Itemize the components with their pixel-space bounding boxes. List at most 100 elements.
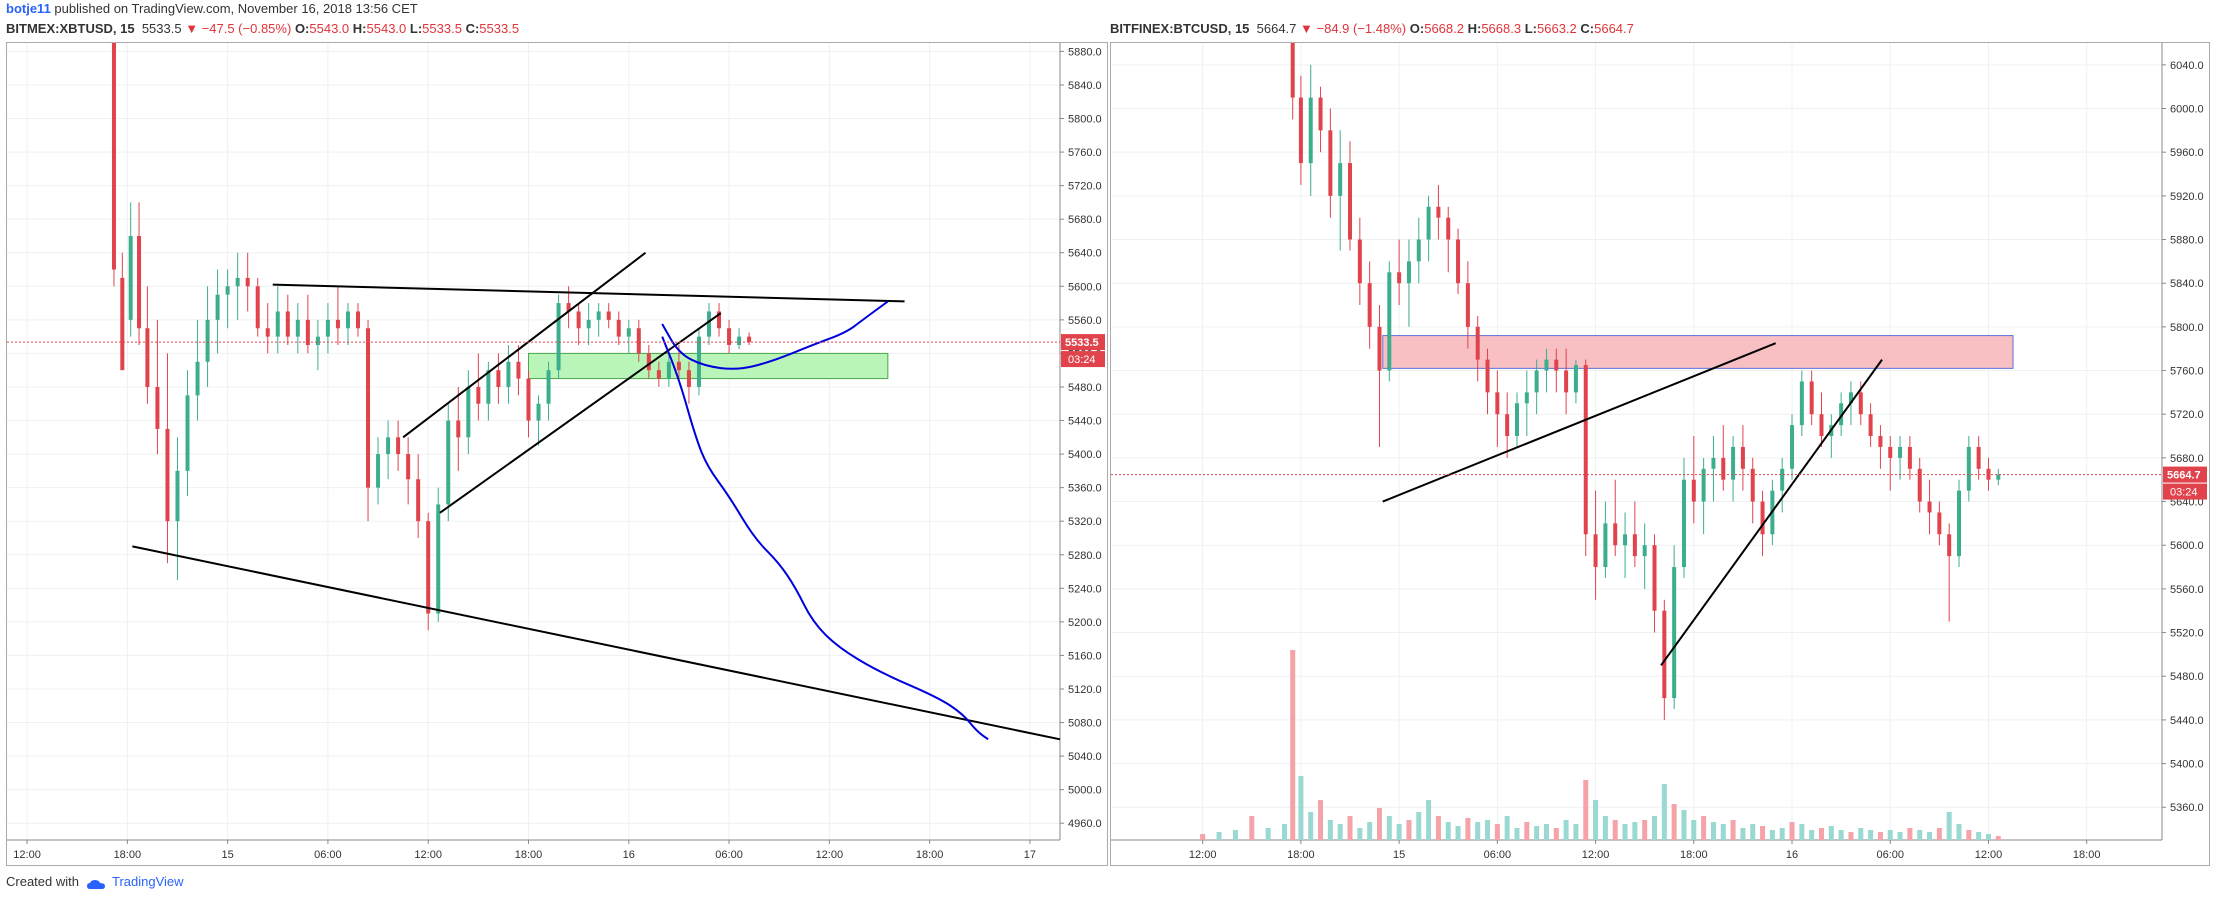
volume-bar	[1465, 818, 1471, 840]
volume-bar	[1897, 832, 1903, 840]
volume-bar	[1730, 820, 1736, 840]
candle-body	[1917, 468, 1922, 502]
right-chart-panel[interactable]: 5360.0 5400.0 5440.0 5480.0 5520.0 5560.0 5600…	[1110, 42, 2210, 866]
tradingview-link[interactable]: TradingView	[112, 874, 184, 889]
volume-bar	[1720, 824, 1726, 840]
candle-body	[426, 521, 431, 614]
y-tick-label: 4960.0	[1068, 818, 1102, 830]
volume-bar	[1907, 828, 1913, 840]
candle-body	[1799, 381, 1804, 426]
volume-bar	[1357, 828, 1363, 840]
volume-bar	[1298, 776, 1304, 840]
right-close: 5664.7	[1594, 21, 1634, 36]
left-chart-panel[interactable]: 4960.0 5000.0 5040.0 5080.0 5120.0 5160.0 5200…	[6, 42, 1108, 866]
candle-body	[1534, 370, 1539, 393]
y-tick-label: 5560.0	[1068, 315, 1102, 327]
candle-body	[1308, 97, 1313, 164]
candle-body	[175, 470, 180, 522]
y-tick-label: 5480.0	[1068, 382, 1102, 394]
volume-bar	[1966, 830, 1972, 840]
countdown-label: 03:24	[2170, 487, 2198, 499]
x-tick-label: 17	[1024, 849, 1036, 861]
volume-bar	[1282, 824, 1288, 840]
volume-bar	[1887, 830, 1893, 840]
candle-body	[215, 294, 220, 320]
left-close: 5533.5	[479, 21, 520, 36]
left-chart-header: BITMEX:XBTUSD, 15 5533.5 ▼ −47.5 (−0.85%…	[6, 21, 520, 36]
candle-body	[1603, 523, 1608, 568]
volume-bar	[1337, 824, 1343, 840]
y-tick-label: 5360.0	[2170, 802, 2204, 814]
trend-line	[439, 312, 722, 514]
volume-bar	[1809, 830, 1815, 840]
y-tick-label: 5280.0	[1068, 550, 1102, 562]
volume-bar	[1435, 816, 1441, 840]
trend-line	[1382, 342, 1777, 503]
candle-body	[626, 328, 631, 337]
volume-bar	[1632, 822, 1638, 840]
candle-body	[696, 336, 701, 387]
candle-body	[536, 403, 541, 421]
candle-body	[676, 361, 681, 371]
volume-bar	[1494, 824, 1500, 840]
candle-body	[1367, 283, 1372, 327]
candle-body	[747, 336, 752, 343]
volume-bar	[1799, 824, 1805, 840]
y-tick-label: 5480.0	[2170, 671, 2204, 683]
volume-bar	[1416, 812, 1422, 840]
candle-body	[295, 319, 300, 337]
publish-info: published on TradingView.com, November 1…	[54, 1, 418, 16]
candle-body	[1357, 239, 1362, 284]
volume-bar	[1779, 828, 1785, 840]
y-tick-label: 5640.0	[1068, 248, 1102, 260]
last-price-badge	[2163, 466, 2207, 483]
publish-header: botje11 published on TradingView.com, No…	[6, 0, 418, 18]
drawn-curve	[661, 300, 889, 370]
volume-bar	[1475, 822, 1481, 840]
volume-bar	[1543, 824, 1549, 840]
candle-body	[1554, 359, 1559, 371]
y-tick-label: 5160.0	[1068, 650, 1102, 662]
candle-body	[1966, 446, 1971, 491]
x-tick-label: 12:00	[1189, 849, 1217, 861]
candle-body	[1348, 163, 1353, 240]
candle-body	[1564, 370, 1569, 393]
volume-bar	[1386, 816, 1392, 840]
publisher-username[interactable]: botje11	[6, 1, 51, 16]
trend-line	[272, 283, 905, 303]
candle-body	[1416, 239, 1421, 262]
candle-body	[1976, 446, 1981, 469]
candle-body	[265, 328, 270, 337]
candle-body	[1731, 446, 1736, 480]
candle-body	[717, 311, 722, 329]
candle-body	[1907, 446, 1912, 469]
volume-bar	[1200, 834, 1206, 840]
x-tick-label: 18:00	[1287, 849, 1315, 861]
candle-body	[1426, 206, 1431, 240]
candle-body	[416, 479, 421, 522]
candle-body	[1868, 414, 1873, 437]
candle-body	[1583, 365, 1588, 535]
right-last: 5664.7	[1256, 21, 1297, 36]
candle-body	[656, 370, 661, 379]
candle-body	[636, 328, 641, 354]
candle-body	[1927, 501, 1932, 513]
volume-bar	[1691, 820, 1697, 840]
y-tick-label: 5440.0	[1068, 416, 1102, 428]
candle-body	[1839, 403, 1844, 426]
y-tick-label: 5880.0	[1068, 46, 1102, 58]
y-tick-label: 5840.0	[1068, 80, 1102, 92]
volume-bar	[1327, 820, 1333, 840]
y-tick-label: 5600.0	[1068, 281, 1102, 293]
y-tick-label: 6040.0	[2170, 60, 2204, 72]
candle-body	[1495, 392, 1500, 415]
candle-body	[376, 454, 381, 488]
candle-body	[1593, 534, 1598, 568]
candle-body	[335, 319, 340, 329]
last-price-badge	[1061, 334, 1105, 351]
candle-body	[466, 386, 471, 438]
volume-bar	[1769, 830, 1775, 840]
y-tick-label: 5560.0	[2170, 584, 2204, 596]
volume-bar	[1985, 834, 1991, 840]
last-price-label: 5664.7	[2167, 470, 2201, 482]
